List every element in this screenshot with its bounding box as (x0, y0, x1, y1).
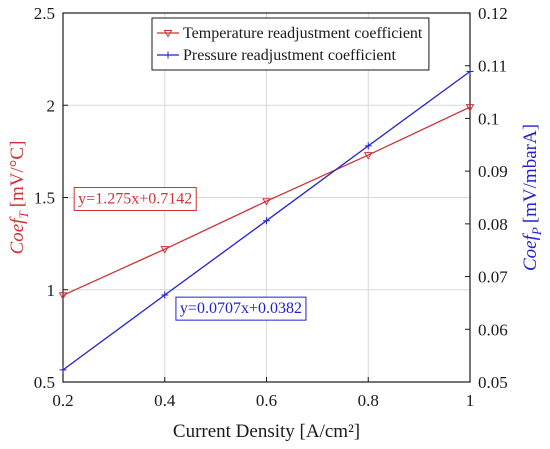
equation-label: y=1.275x+0.7142 (78, 191, 192, 208)
y-left-unit: [mV/°C] (7, 141, 28, 208)
y-left-main: Coef (7, 216, 28, 255)
y-right-tick-label: 0.12 (478, 4, 508, 23)
y-right-tick-label: 0.05 (478, 373, 508, 392)
y-right-tick-label: 0.1 (478, 109, 499, 128)
y-right-tick-label: 0.07 (478, 268, 508, 287)
x-axis-label: Current Density [A/cm²] (173, 421, 360, 442)
y-left-tick-label: 2 (47, 96, 56, 115)
y-left-tick-label: 1 (47, 281, 56, 300)
y-left-tick-label: 2.5 (34, 4, 55, 23)
data-point (160, 246, 170, 254)
x-tick-label: 0.2 (52, 391, 73, 410)
y-axis-left-label: CoefT [mV/°C] (7, 141, 31, 255)
y-left-sub: T (16, 211, 31, 219)
series-line (62, 106, 471, 296)
y-left-tick-label: 0.5 (34, 373, 55, 392)
equation-label: y=0.0707x+0.0382 (180, 300, 302, 317)
equation-box (73, 187, 197, 211)
x-tick-label: 0.6 (256, 391, 277, 410)
y-left-tick-label: 1.5 (34, 189, 55, 208)
y-right-unit: [mV/mbarA] (520, 124, 541, 223)
legend-label: Pressure readjustment coefficient (183, 47, 397, 64)
legend-marker (163, 30, 173, 38)
y-right-main: Coef (520, 232, 541, 271)
x-tick-label: 1 (466, 391, 475, 410)
data-point (263, 217, 270, 225)
annotations: y=1.275x+0.7142 y=0.0707x+0.0382 (73, 187, 307, 321)
y-axis-right-label: CoefP [mV/mbarA] (520, 124, 544, 271)
y-right-tick-label: 0.09 (478, 162, 508, 181)
data-point (59, 366, 67, 374)
y-right-tick-label: 0.06 (478, 320, 508, 339)
y-right-tick-label: 0.11 (478, 57, 507, 76)
x-tick-label: 0.8 (358, 391, 379, 410)
data-point (58, 292, 68, 300)
equation-box (175, 296, 307, 321)
legend: Temperature readjustment coefficient Pres… (151, 17, 430, 71)
legend-box (151, 17, 430, 71)
legend-label: Temperature readjustment coefficient (183, 25, 423, 42)
data-point (363, 152, 373, 160)
data-point (466, 68, 474, 76)
data-point (364, 142, 372, 150)
legend-marker (164, 51, 172, 59)
y-right-tick-label: 0.08 (478, 215, 508, 234)
data-point (161, 291, 169, 299)
x-tick-label: 0.4 (154, 391, 176, 410)
data-point (465, 104, 475, 112)
y-right-sub: P (529, 227, 544, 236)
ticks: 0.2 0.4 0.6 0.8 1 0.5 1 1.5 2 2.5 0.05 0.06 0.07 0.08… (34, 4, 509, 410)
data-point (262, 198, 271, 206)
series (58, 68, 475, 374)
